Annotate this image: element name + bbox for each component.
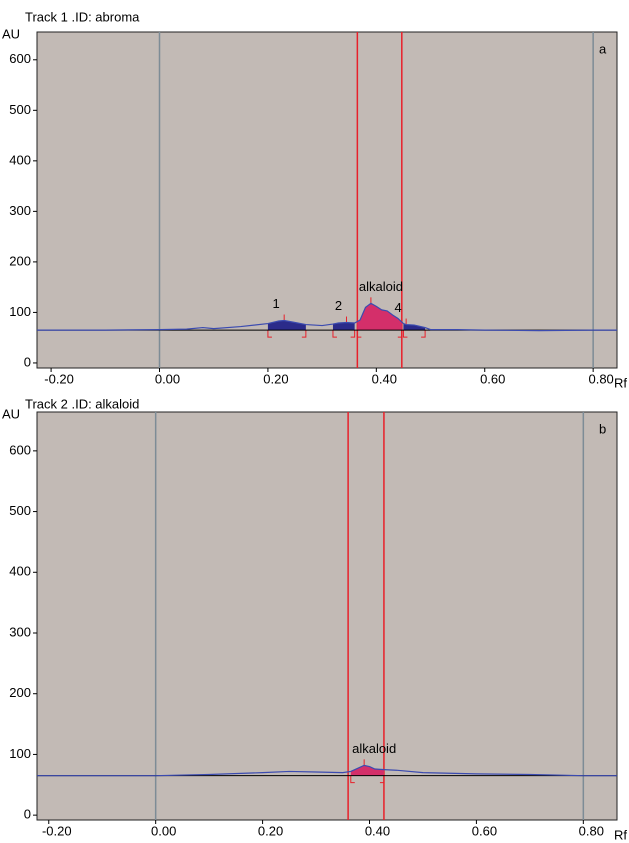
chart-title: Track 1 .ID: abroma [25, 9, 140, 24]
peak-bracket [397, 330, 403, 338]
x-tick-label: 0.60 [480, 371, 505, 386]
trace [37, 302, 617, 332]
peak-bracket [267, 330, 272, 338]
y-tick-label: 300 [9, 624, 31, 639]
y-tick-label: 500 [9, 102, 31, 117]
peak-bracket [350, 775, 355, 784]
x-tick-label: 0.00 [155, 371, 180, 386]
y-tick-label: 0 [24, 807, 31, 822]
x-tick-label: -0.20 [42, 823, 72, 838]
panel-label: a [599, 41, 607, 56]
trace [37, 764, 617, 777]
peak-area [332, 322, 355, 331]
peak-label: alkaloid [352, 741, 396, 756]
x-axis-label: Rf [614, 827, 627, 842]
peak-bracket [332, 330, 337, 338]
panel-label: b [599, 421, 606, 436]
peak-bracket [350, 330, 356, 338]
x-tick-label: 0.20 [258, 823, 283, 838]
y-axis-label: AU [2, 26, 20, 41]
y-tick-label: 500 [9, 503, 31, 518]
x-tick-label: -0.20 [44, 371, 74, 386]
y-tick-label: 300 [9, 203, 31, 218]
peak-area [357, 303, 402, 331]
y-tick-label: 400 [9, 152, 31, 167]
peak-label: 4 [395, 300, 402, 315]
x-tick-label: 0.40 [365, 823, 390, 838]
chart-title: Track 2 .ID: alkaloid [25, 396, 139, 411]
x-tick-label: 0.80 [588, 371, 613, 386]
plot-area [36, 411, 618, 821]
peak-bracket [402, 330, 408, 338]
y-tick-label: 0 [24, 354, 31, 369]
peak-bracket [301, 330, 307, 338]
peak-label: 1 [273, 296, 280, 311]
y-axis-label: AU [2, 406, 20, 421]
peak-bracket [379, 775, 385, 784]
y-tick-label: 100 [9, 304, 31, 319]
peak-label: 2 [335, 298, 342, 313]
x-tick-label: 0.20 [263, 371, 288, 386]
x-axis-label: Rf [614, 375, 627, 390]
y-tick-label: 600 [9, 442, 31, 457]
plot-area [36, 31, 618, 369]
y-tick-label: 200 [9, 685, 31, 700]
x-tick-label: 0.00 [151, 823, 176, 838]
y-tick-label: 600 [9, 51, 31, 66]
y-tick-label: 400 [9, 564, 31, 579]
y-tick-label: 100 [9, 746, 31, 761]
x-tick-label: 0.60 [472, 823, 497, 838]
peak-bracket [421, 330, 426, 338]
y-tick-label: 200 [9, 253, 31, 268]
peak-label: alkaloid [359, 279, 403, 294]
x-tick-label: 0.80 [579, 823, 604, 838]
peak-bracket [356, 330, 362, 338]
x-tick-label: 0.40 [372, 371, 397, 386]
